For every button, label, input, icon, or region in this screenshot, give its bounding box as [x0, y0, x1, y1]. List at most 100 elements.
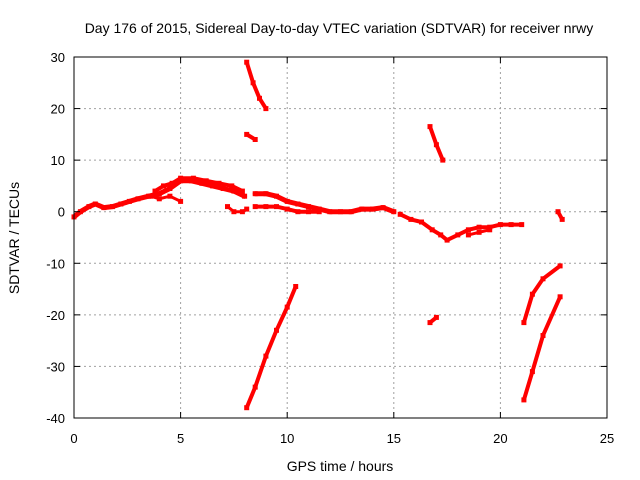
data-point [92, 201, 98, 207]
series-track [521, 294, 563, 402]
data-point [487, 224, 493, 230]
data-point [252, 137, 258, 142]
x-tick-label: 25 [600, 431, 614, 446]
data-point [109, 204, 115, 210]
data-point [252, 191, 258, 197]
series-steep-descent-17h [427, 124, 446, 163]
data-point [348, 209, 354, 215]
data-point [242, 193, 248, 199]
series-steep-ascent-8-10h [244, 284, 299, 411]
data-point [284, 206, 290, 212]
data-point [529, 291, 535, 297]
data-point [465, 232, 471, 238]
data-point [419, 219, 424, 225]
data-point [231, 188, 237, 194]
data-point [77, 209, 83, 215]
data-point [559, 216, 565, 222]
data-point [263, 106, 269, 112]
axis-ticks: 0 5 10 15 20 25 -40 -30 -20 -10 0 10 20 30 [46, 50, 614, 446]
plot-frame [73, 56, 608, 419]
data-point [231, 209, 237, 215]
series-main-track-1-upper [152, 175, 245, 194]
data-point [433, 314, 439, 320]
data-point [252, 204, 258, 210]
data-point [306, 209, 311, 215]
series-track [244, 284, 298, 410]
data-point [519, 222, 525, 228]
data-point [497, 222, 503, 228]
y-tick-label: -40 [46, 411, 65, 426]
data-point [306, 204, 311, 210]
x-axis-label: GPS time / hours [287, 458, 394, 474]
data-point [263, 353, 269, 359]
series-main-track-2-lower [252, 204, 322, 215]
series-steep-descent-8h [244, 59, 269, 112]
y-tick-label: 20 [51, 102, 65, 117]
data-point [250, 80, 256, 86]
data-point [521, 320, 527, 326]
data-point [557, 294, 563, 300]
data-point [274, 204, 279, 210]
data-point [252, 384, 258, 390]
data-point [487, 227, 493, 233]
data-point [284, 304, 290, 310]
data-point [244, 131, 250, 137]
data-point [476, 229, 482, 235]
y-tick-label: -20 [46, 308, 65, 323]
data-point [225, 204, 230, 210]
data-point [438, 232, 444, 238]
x-tick-label: 0 [70, 431, 77, 446]
data-point [239, 188, 245, 194]
data-point [239, 209, 245, 215]
data-point [244, 405, 250, 411]
data-point [199, 180, 205, 186]
data-point [86, 204, 92, 210]
data-point [156, 191, 162, 197]
data-point [295, 209, 301, 215]
data-point [167, 193, 173, 199]
data-point [161, 183, 166, 189]
data-point [284, 198, 290, 204]
data-point [440, 157, 446, 163]
data-point [274, 193, 279, 199]
series-main-track-3-lower [465, 227, 493, 238]
data-point [397, 211, 403, 217]
data-point [257, 95, 262, 101]
data-point [148, 193, 154, 199]
data-point [529, 369, 535, 375]
data-point [203, 178, 209, 184]
data-point [229, 183, 235, 189]
data-point [244, 59, 250, 65]
data-point [263, 204, 269, 210]
data-point [370, 206, 375, 212]
data-point [178, 178, 184, 184]
data-point [210, 183, 216, 189]
data-series [71, 59, 565, 411]
data-point [169, 180, 175, 186]
data-point [167, 186, 173, 191]
data-point [555, 209, 561, 215]
data-point [244, 206, 250, 212]
data-point [465, 227, 471, 233]
data-point [455, 232, 461, 238]
data-point [380, 205, 386, 211]
data-point [391, 209, 397, 215]
series-track [398, 212, 524, 243]
data-point [263, 191, 269, 197]
data-point [135, 196, 141, 202]
data-point [359, 206, 365, 212]
data-point [429, 227, 435, 233]
chart-title: Day 176 of 2015, Sidereal Day-to-day VTE… [85, 20, 594, 36]
x-tick-label: 20 [493, 431, 507, 446]
data-point [540, 333, 546, 338]
series-ascent-21-23h-upper [521, 263, 563, 326]
data-point [220, 186, 226, 191]
series-main-track-1-lower [148, 193, 184, 204]
grid-lines [74, 57, 607, 418]
data-point [521, 397, 527, 403]
data-point [274, 327, 279, 333]
y-tick-label: 0 [58, 205, 65, 220]
data-point [408, 216, 414, 222]
data-point [427, 320, 433, 326]
